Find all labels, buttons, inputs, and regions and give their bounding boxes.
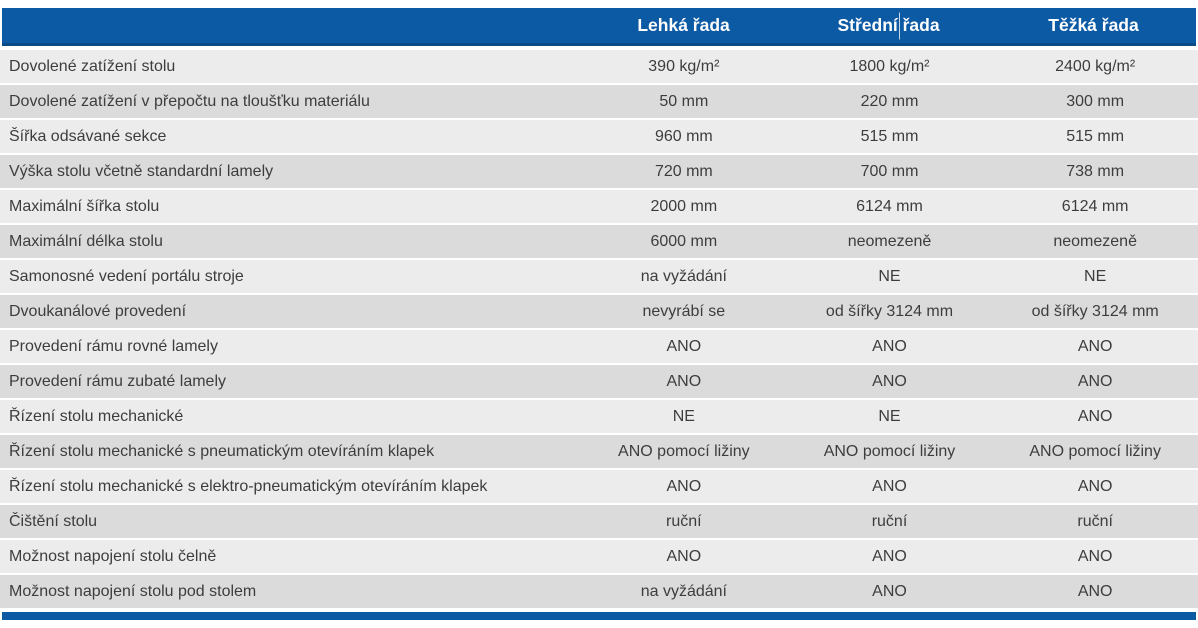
row-label: Dovolené zatížení v přepočtu na tloušťku… xyxy=(9,92,370,110)
row-label: Maximální šířka stolu xyxy=(9,197,160,215)
table-row: Samonosné vedení portálu stroje na vyžád… xyxy=(0,260,1198,293)
row-value: ANO pomocí ližiny xyxy=(618,442,750,460)
row-value: ANO xyxy=(666,477,702,495)
row-value: NE xyxy=(878,267,901,285)
header-cell-lehka-rada: Lehká řada xyxy=(637,15,730,35)
row-label: Řízení stolu mechanické s elektro-pneuma… xyxy=(9,477,488,495)
row-label: Řízení stolu mechanické s pneumatickým o… xyxy=(9,442,435,460)
row-value: 1800 kg/m² xyxy=(849,57,930,75)
row-value: 50 mm xyxy=(659,92,709,110)
row-label: Šířka odsávané sekce xyxy=(9,127,167,145)
row-label: Samonosné vedení portálu stroje xyxy=(9,267,244,285)
table-body: Dovolené zatížení stolu 390 kg/m² 1800 k… xyxy=(0,50,1198,608)
row-value: od šířky 3124 mm xyxy=(1031,302,1159,320)
row-value: ANO xyxy=(666,547,702,565)
row-value: 220 mm xyxy=(860,92,919,110)
row-value: ANO xyxy=(666,372,702,390)
row-value: 6000 mm xyxy=(650,232,718,250)
row-value: ANO xyxy=(872,582,907,600)
row-label: Řízení stolu mechanické xyxy=(9,407,184,425)
row-value: ANO xyxy=(872,547,907,565)
row-value: ANO xyxy=(666,337,702,355)
table-row: Provedení rámu rovné lamely ANO ANO ANO xyxy=(0,330,1198,363)
row-value: ANO xyxy=(872,337,907,355)
table-row: Řízení stolu mechanické s pneumatickým o… xyxy=(0,435,1198,468)
table-row: Maximální délka stolu 6000 mm neomezeně … xyxy=(0,225,1198,258)
row-value: 390 kg/m² xyxy=(648,57,720,75)
row-value: NE xyxy=(878,407,901,425)
row-value: ANO xyxy=(1077,477,1113,495)
row-label: Provedení rámu zubaté lamely xyxy=(9,372,226,390)
row-label: Možnost napojení stolu pod stolem xyxy=(9,582,257,600)
row-value: 720 mm xyxy=(654,162,713,180)
spec-table-page: Lehká řada Střední řada Těžká řada Dovol… xyxy=(0,8,1198,628)
row-label: Možnost napojení stolu čelně xyxy=(9,547,217,565)
table-row: Dovolené zatížení v přepočtu na tloušťku… xyxy=(0,85,1198,118)
row-label: Maximální délka stolu xyxy=(9,232,163,250)
row-value: ANO xyxy=(872,372,907,390)
row-value: 960 mm xyxy=(654,127,713,145)
row-value: neomezeně xyxy=(1053,232,1137,250)
header-cell-stredni-rada: Střední řada xyxy=(786,12,991,39)
table-row: Řízení stolu mechanické s elektro-pneuma… xyxy=(0,470,1198,503)
row-label: Provedení rámu rovné lamely xyxy=(9,337,218,355)
row-value: ANO pomocí ližiny xyxy=(823,442,956,460)
table-row: Šířka odsávané sekce 960 mm 515 mm 515 m… xyxy=(0,120,1198,153)
table-row: Dvoukanálové provedení nevyrábí se od ší… xyxy=(0,295,1198,328)
row-value: ANO xyxy=(1077,547,1113,565)
row-value: na vyžádání xyxy=(640,582,727,600)
row-value: 6124 mm xyxy=(1061,197,1129,215)
row-value: ANO xyxy=(1077,372,1113,390)
table-row: Provedení rámu zubaté lamely ANO ANO ANO xyxy=(0,365,1198,398)
row-value: 700 mm xyxy=(860,162,919,180)
row-value: 6124 mm xyxy=(856,197,923,215)
row-label: Dovolené zatížení stolu xyxy=(9,57,176,75)
table-row: Maximální šířka stolu 2000 mm 6124 mm 61… xyxy=(0,190,1198,223)
row-value: ANO xyxy=(872,477,907,495)
row-value: 515 mm xyxy=(860,127,919,145)
row-label: Výška stolu včetně standardní lamely xyxy=(9,162,274,180)
row-value: ANO xyxy=(1077,407,1113,425)
row-value: 515 mm xyxy=(1066,127,1125,145)
row-label: Čištění stolu xyxy=(9,512,98,530)
table-row: Řízení stolu mechanické NE NE ANO xyxy=(0,400,1198,433)
row-value: od šířky 3124 mm xyxy=(825,302,954,320)
row-value: neomezeně xyxy=(847,232,932,250)
row-value: 300 mm xyxy=(1066,92,1125,110)
text-caret-icon xyxy=(898,12,901,39)
row-value: ANO pomocí ližiny xyxy=(1029,442,1161,460)
table-header: Lehká řada Střední řada Těžká řada xyxy=(2,8,1196,46)
table-row: Výška stolu včetně standardní lamely 720… xyxy=(0,155,1198,188)
row-value: ruční xyxy=(1077,512,1113,530)
row-value: 2000 mm xyxy=(650,197,718,215)
row-value: 2400 kg/m² xyxy=(1055,57,1136,75)
row-value: NE xyxy=(672,407,695,425)
header-cell-tezka-rada: Těžká řada xyxy=(1048,15,1139,35)
row-value: 738 mm xyxy=(1066,162,1125,180)
row-value: ruční xyxy=(666,512,702,530)
table-row: Možnost napojení stolu čelně ANO ANO ANO xyxy=(0,540,1198,573)
next-section-header-bar xyxy=(2,612,1196,620)
row-value: ANO xyxy=(1077,337,1113,355)
header-label: Střední řada xyxy=(837,15,940,35)
row-value: NE xyxy=(1084,267,1107,285)
row-label: Dvoukanálové provedení xyxy=(9,302,187,320)
row-value: ANO xyxy=(1077,582,1113,600)
row-value: na vyžádání xyxy=(640,267,727,285)
table-row: Čištění stolu ruční ruční ruční xyxy=(0,505,1198,538)
row-value: ruční xyxy=(871,512,908,530)
table-row: Dovolené zatížení stolu 390 kg/m² 1800 k… xyxy=(0,50,1198,83)
row-value: nevyrábí se xyxy=(642,302,726,320)
table-row: Možnost napojení stolu pod stolem na vyž… xyxy=(0,575,1198,608)
